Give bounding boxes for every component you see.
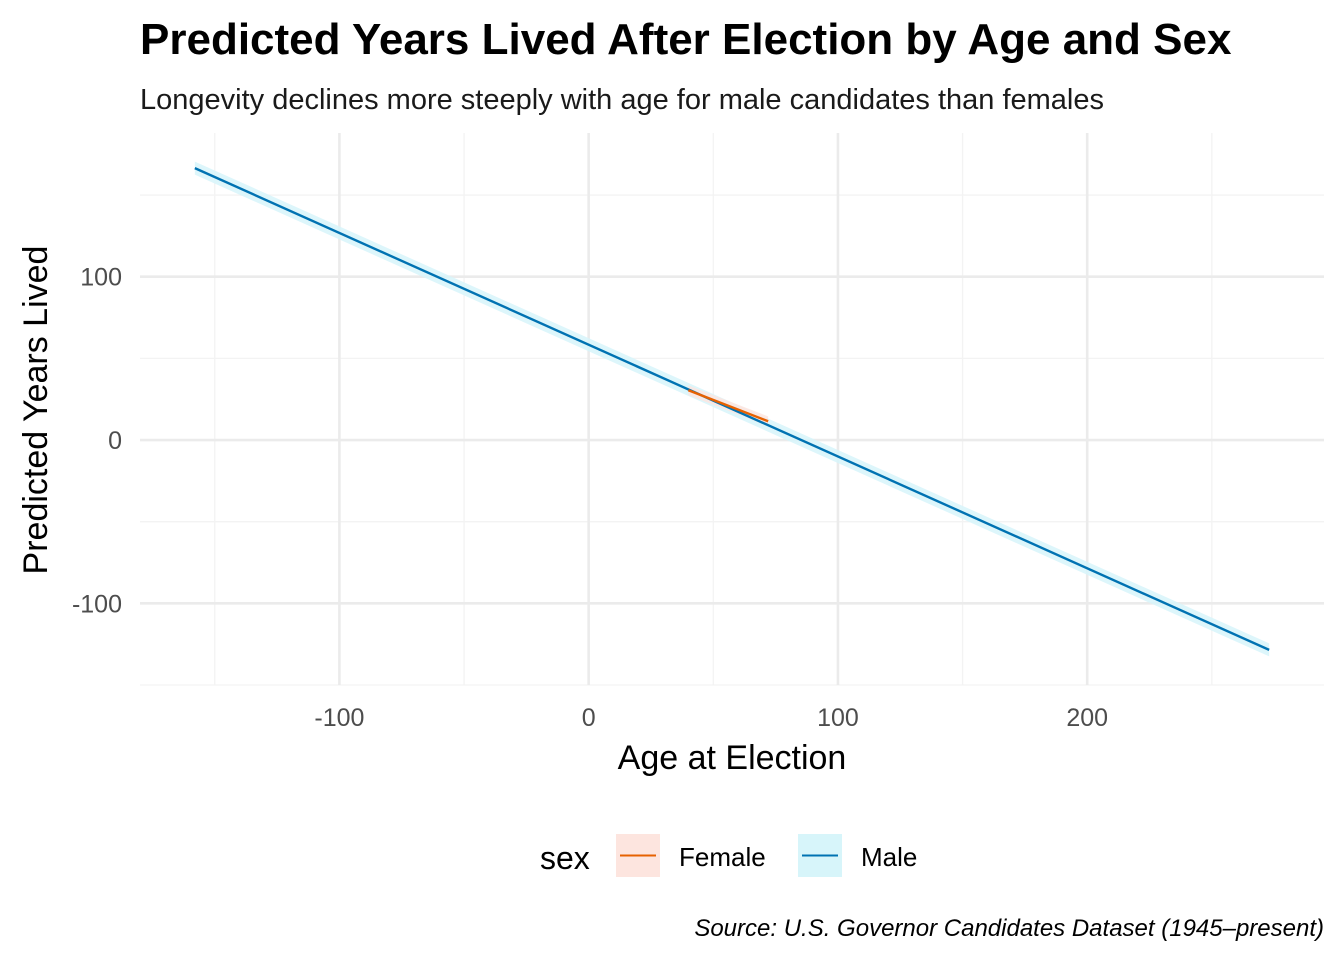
y-tick-label: 100 bbox=[80, 264, 122, 292]
legend: sex Female Male bbox=[540, 834, 917, 877]
minor-gridlines bbox=[140, 133, 1324, 686]
x-tick-label: -100 bbox=[314, 704, 364, 732]
x-tick-label: 200 bbox=[1066, 704, 1108, 732]
chart-caption: Source: U.S. Governor Candidates Dataset… bbox=[694, 915, 1324, 942]
major-gridlines bbox=[140, 133, 1324, 685]
series-lines bbox=[194, 167, 1270, 651]
x-axis-title: Age at Election bbox=[618, 739, 847, 777]
series-line-male bbox=[194, 167, 1270, 651]
y-tick-label: 0 bbox=[108, 427, 122, 455]
legend-label-female: Female bbox=[679, 842, 766, 872]
y-axis-title: Predicted Years Lived bbox=[17, 246, 55, 575]
legend-label-male: Male bbox=[861, 842, 917, 872]
chart-title: Predicted Years Lived After Election by … bbox=[140, 15, 1232, 64]
x-tick-label: 100 bbox=[817, 704, 859, 732]
series-line-female bbox=[687, 389, 769, 423]
y-axis-tick-labels: -100 0 100 bbox=[72, 264, 122, 619]
x-tick-label: 0 bbox=[582, 704, 596, 732]
y-tick-label: -100 bbox=[72, 590, 122, 618]
legend-title: sex bbox=[540, 840, 590, 876]
x-axis-tick-labels: -100 0 100 200 bbox=[314, 704, 1108, 732]
chart-subtitle: Longevity declines more steeply with age… bbox=[140, 84, 1104, 116]
